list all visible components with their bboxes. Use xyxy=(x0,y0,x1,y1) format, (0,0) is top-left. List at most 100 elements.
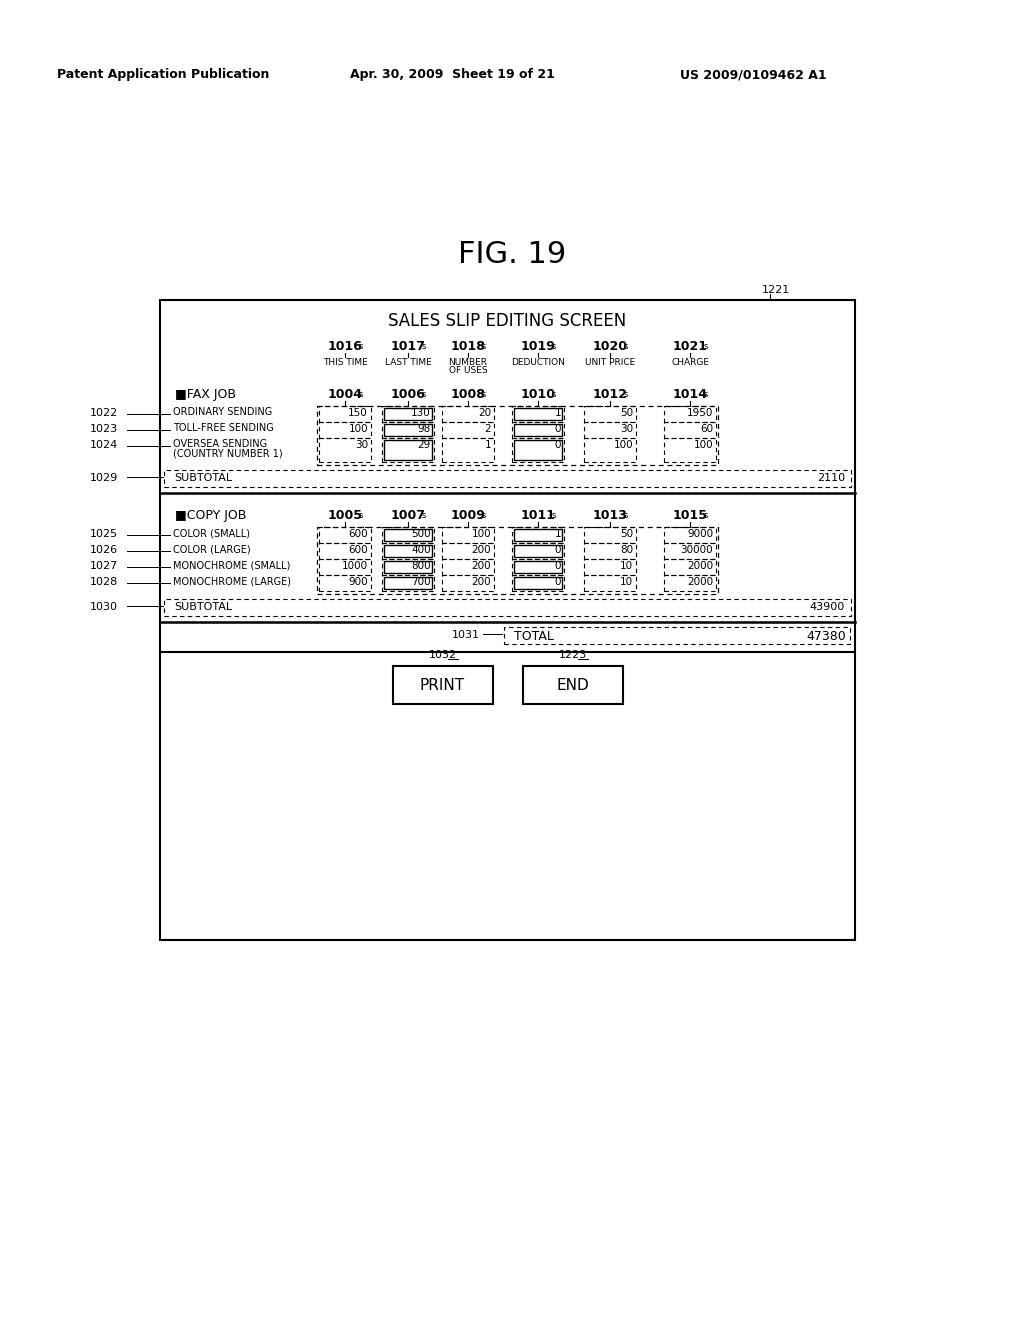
Text: s: s xyxy=(624,389,629,399)
Text: 1005: 1005 xyxy=(328,510,362,521)
Text: 2000: 2000 xyxy=(687,577,713,587)
Bar xyxy=(384,424,432,436)
Text: 800: 800 xyxy=(412,561,431,572)
Text: 80: 80 xyxy=(620,545,633,554)
Text: 0: 0 xyxy=(555,424,561,434)
Text: SALES SLIP EDITING SCREEN: SALES SLIP EDITING SCREEN xyxy=(388,312,627,330)
Text: 20: 20 xyxy=(478,408,490,418)
Text: ORDINARY SENDING: ORDINARY SENDING xyxy=(173,407,272,417)
Bar xyxy=(319,543,371,558)
Bar xyxy=(514,440,562,459)
Text: OF USES: OF USES xyxy=(449,366,487,375)
Text: 1011: 1011 xyxy=(520,510,555,521)
Bar xyxy=(384,529,432,541)
Text: 200: 200 xyxy=(471,577,490,587)
Bar xyxy=(382,407,434,422)
Text: s: s xyxy=(422,511,426,520)
Text: s: s xyxy=(482,342,486,351)
Text: 1027: 1027 xyxy=(90,561,118,572)
Bar xyxy=(664,422,716,438)
Bar xyxy=(514,408,562,420)
Text: Patent Application Publication: Patent Application Publication xyxy=(57,69,269,81)
Text: 1: 1 xyxy=(554,408,561,418)
Text: 1006: 1006 xyxy=(390,388,425,401)
Text: 1023: 1023 xyxy=(90,424,118,434)
Text: 2110: 2110 xyxy=(817,473,845,483)
Text: 130: 130 xyxy=(412,408,431,418)
Text: MONOCHROME (LARGE): MONOCHROME (LARGE) xyxy=(173,576,291,586)
Bar xyxy=(319,558,371,576)
Text: s: s xyxy=(482,511,486,520)
Text: COLOR (SMALL): COLOR (SMALL) xyxy=(173,528,250,539)
Text: s: s xyxy=(705,389,709,399)
Text: 100: 100 xyxy=(348,424,368,434)
Bar xyxy=(584,422,636,438)
Bar xyxy=(442,527,494,543)
Text: 0: 0 xyxy=(555,577,561,587)
Text: 900: 900 xyxy=(348,577,368,587)
Text: 47380: 47380 xyxy=(806,630,846,643)
Text: 1031: 1031 xyxy=(452,630,480,640)
Text: 1223: 1223 xyxy=(558,649,587,660)
Text: 1015: 1015 xyxy=(673,510,708,521)
Text: s: s xyxy=(705,511,709,520)
Text: 1012: 1012 xyxy=(593,388,628,401)
Text: TOLL-FREE SENDING: TOLL-FREE SENDING xyxy=(173,422,273,433)
Bar xyxy=(584,407,636,422)
Bar xyxy=(442,407,494,422)
Text: 100: 100 xyxy=(613,440,633,450)
Text: 1007: 1007 xyxy=(390,510,426,521)
Text: DEDUCTION: DEDUCTION xyxy=(511,358,565,367)
Bar xyxy=(584,543,636,558)
Text: 600: 600 xyxy=(348,545,368,554)
Text: 10: 10 xyxy=(620,561,633,572)
Bar xyxy=(319,438,371,462)
Bar xyxy=(584,438,636,462)
Bar xyxy=(160,300,855,940)
Bar xyxy=(442,543,494,558)
Text: ■COPY JOB: ■COPY JOB xyxy=(175,510,247,521)
Bar xyxy=(514,529,562,541)
Text: COLOR (LARGE): COLOR (LARGE) xyxy=(173,544,251,554)
Text: (COUNTRY NUMBER 1): (COUNTRY NUMBER 1) xyxy=(173,447,283,458)
Text: 0: 0 xyxy=(555,545,561,554)
Text: 1: 1 xyxy=(554,529,561,539)
Bar xyxy=(317,527,718,594)
Text: MONOCHROME (SMALL): MONOCHROME (SMALL) xyxy=(173,560,291,570)
Text: 30: 30 xyxy=(355,440,368,450)
Bar xyxy=(382,543,434,558)
Bar xyxy=(319,527,371,543)
Text: 1029: 1029 xyxy=(90,473,118,483)
Bar xyxy=(514,561,562,573)
Text: 1032: 1032 xyxy=(428,649,457,660)
Bar xyxy=(512,438,564,462)
Text: 1028: 1028 xyxy=(90,577,118,587)
Bar xyxy=(319,576,371,591)
Text: 29: 29 xyxy=(418,440,431,450)
Text: ■FAX JOB: ■FAX JOB xyxy=(175,388,236,401)
Text: 100: 100 xyxy=(471,529,490,539)
Text: 2: 2 xyxy=(484,424,490,434)
Text: 10: 10 xyxy=(620,577,633,587)
Text: 1010: 1010 xyxy=(520,388,555,401)
Text: s: s xyxy=(624,342,629,351)
Bar xyxy=(382,422,434,438)
Bar xyxy=(514,424,562,436)
Text: 1022: 1022 xyxy=(90,408,118,418)
Text: NUMBER: NUMBER xyxy=(449,358,487,367)
Bar xyxy=(664,527,716,543)
Bar xyxy=(384,545,432,557)
Text: UNIT PRICE: UNIT PRICE xyxy=(585,358,635,367)
Text: 1017: 1017 xyxy=(390,341,426,352)
Text: 200: 200 xyxy=(471,561,490,572)
Text: 1014: 1014 xyxy=(673,388,708,401)
Text: TOTAL: TOTAL xyxy=(514,630,554,643)
Text: 0: 0 xyxy=(555,440,561,450)
Text: 600: 600 xyxy=(348,529,368,539)
Text: s: s xyxy=(552,389,556,399)
Text: 1950: 1950 xyxy=(687,408,713,418)
Bar xyxy=(442,558,494,576)
Bar xyxy=(512,543,564,558)
Text: 400: 400 xyxy=(412,545,431,554)
Text: 1008: 1008 xyxy=(451,388,485,401)
